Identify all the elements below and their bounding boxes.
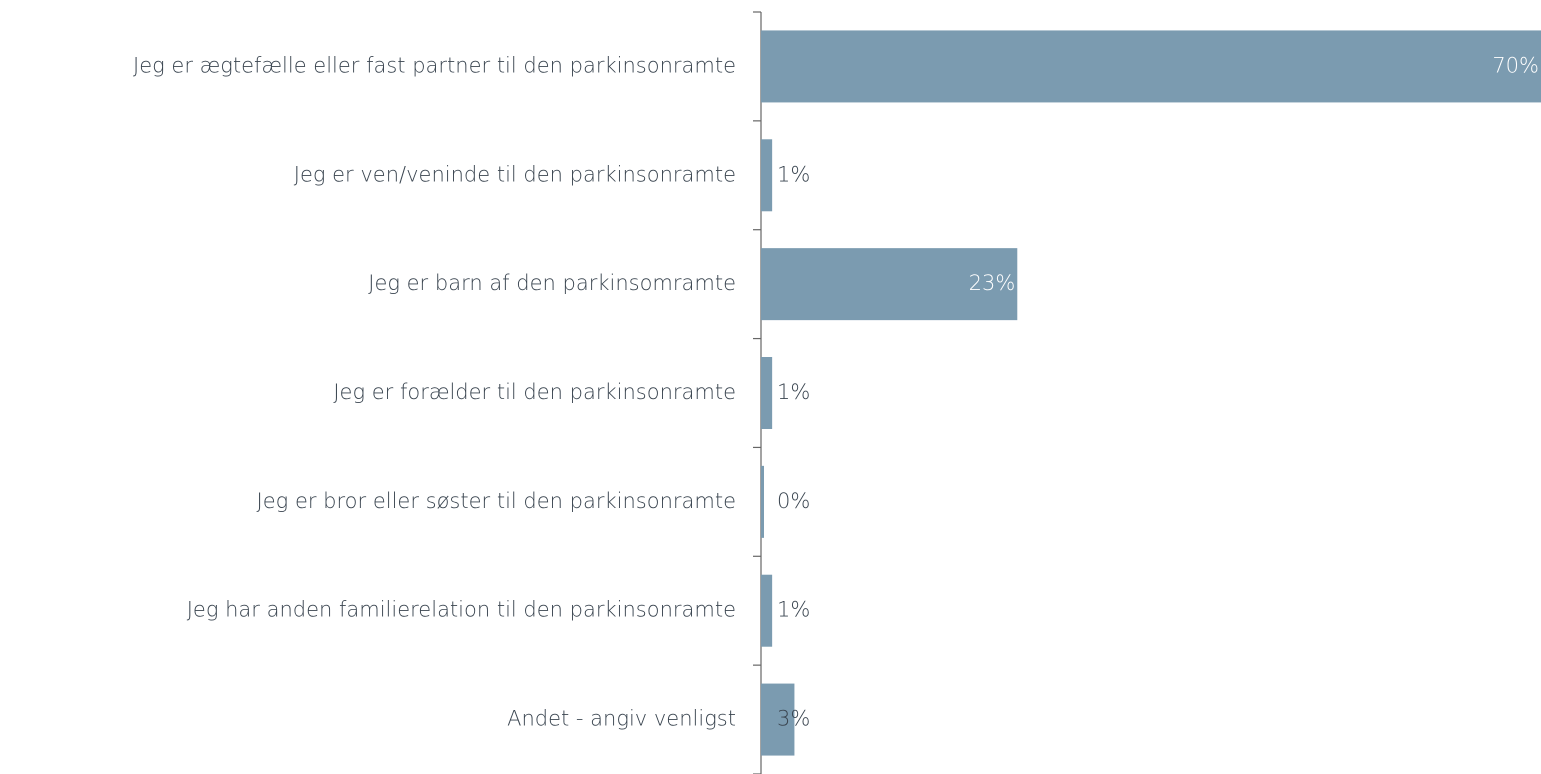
value-label: 0%	[777, 489, 810, 513]
bar	[761, 248, 1018, 321]
bar	[761, 465, 764, 538]
category-label: Jeg er ægtefælle eller fast partner til …	[133, 53, 736, 77]
value-label: 1%	[777, 162, 810, 186]
value-label: 23%	[969, 271, 1016, 295]
bar	[761, 574, 773, 647]
bar	[761, 139, 773, 212]
category-label: Andet - angiv venligst	[507, 707, 736, 731]
value-label: 70%	[1492, 53, 1539, 77]
category-label: Jeg er forælder til den parkinsonramte	[333, 380, 736, 404]
category-label: Jeg er ven/veninde til den parkinsonramt…	[294, 162, 736, 186]
value-label: 3%	[777, 707, 810, 731]
bar	[761, 683, 795, 756]
category-label: Jeg er bror eller søster til den parkins…	[257, 489, 736, 513]
bar	[761, 357, 773, 429]
value-label: 1%	[777, 380, 810, 404]
value-label: 1%	[777, 598, 810, 622]
bar	[761, 30, 1541, 103]
category-label: Jeg har anden familierelation til den pa…	[187, 598, 736, 622]
category-label: Jeg er barn af den parkinsomramte	[368, 271, 736, 295]
